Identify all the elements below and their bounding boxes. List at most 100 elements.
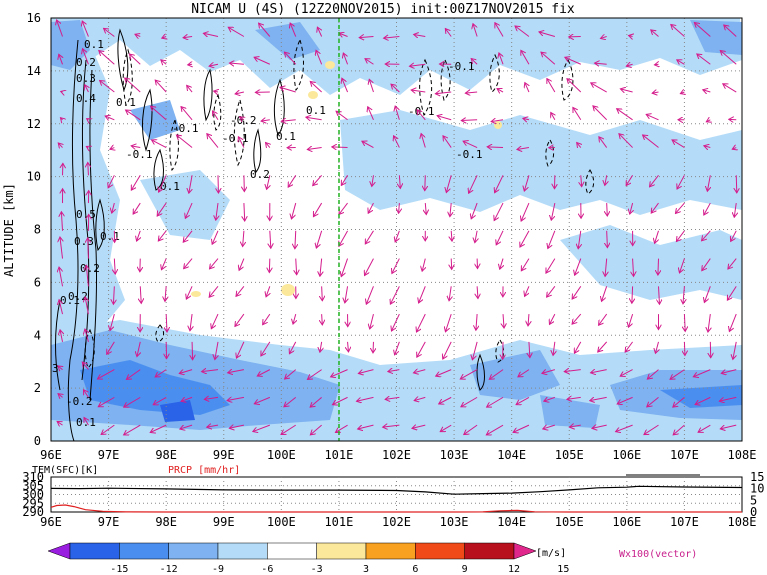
contour-label: 0.1 bbox=[160, 180, 180, 193]
wind-vector bbox=[243, 230, 244, 247]
wind-vector bbox=[517, 148, 530, 150]
y-tick-label: 2 bbox=[34, 381, 41, 395]
x-tick-label: 97E bbox=[98, 448, 120, 462]
wind-vector bbox=[86, 146, 88, 147]
wind-vector bbox=[307, 369, 322, 380]
colorbar-swatch bbox=[119, 542, 169, 560]
wind-vector bbox=[362, 141, 374, 148]
wind-vector bbox=[289, 341, 297, 354]
wind-vector bbox=[698, 424, 711, 432]
wind-vector bbox=[416, 313, 426, 332]
wind-vector bbox=[439, 396, 452, 404]
wind-vector bbox=[365, 230, 374, 244]
wind-vector bbox=[313, 202, 323, 217]
wind-vector bbox=[525, 286, 530, 296]
wind-vector bbox=[202, 370, 219, 372]
wind-vector bbox=[339, 202, 348, 214]
wind-vector bbox=[443, 136, 452, 148]
wind-vector bbox=[620, 369, 633, 377]
wind-vector bbox=[445, 313, 452, 332]
wind-vector bbox=[695, 396, 711, 404]
wind-vector bbox=[216, 202, 218, 220]
surface-right-tick: 10 bbox=[750, 482, 764, 496]
wind-vector bbox=[697, 54, 711, 65]
wind-vector bbox=[683, 286, 684, 304]
wind-vector bbox=[391, 313, 400, 331]
wind-vector bbox=[487, 147, 504, 148]
wind-vector bbox=[551, 113, 555, 121]
wind-vector bbox=[572, 313, 582, 324]
wind-vector bbox=[82, 21, 89, 37]
wind-vector bbox=[412, 425, 426, 428]
colorbar-swatch bbox=[464, 542, 515, 560]
wind-vector bbox=[58, 366, 63, 370]
wind-vector bbox=[651, 30, 659, 37]
surface-x-tick-label: 102E bbox=[382, 515, 411, 529]
wind-vector bbox=[176, 135, 193, 148]
wind-vector bbox=[359, 37, 374, 38]
wind-vector bbox=[85, 329, 89, 342]
colorbar-tick-label: -9 bbox=[212, 564, 224, 575]
wind-vector bbox=[213, 111, 219, 121]
wind-vector bbox=[626, 175, 634, 185]
wind-vector bbox=[97, 369, 115, 379]
wind-vector bbox=[553, 341, 555, 356]
wind-vector bbox=[183, 37, 193, 38]
wind-vector bbox=[228, 27, 245, 37]
wind-vector bbox=[341, 175, 348, 185]
wind-vector bbox=[617, 109, 633, 121]
colorbar-swatch bbox=[316, 542, 367, 560]
surface-x-tick-label: 105E bbox=[555, 515, 584, 529]
wind-vector bbox=[259, 23, 271, 37]
wind-vector bbox=[679, 258, 685, 273]
wind-vector bbox=[190, 314, 192, 331]
wind-vector bbox=[521, 50, 530, 65]
surface-left-label: TEM(SFC)[K] bbox=[32, 465, 98, 476]
wind-vector bbox=[460, 369, 478, 379]
wind-vector bbox=[704, 202, 711, 215]
wind-vector bbox=[414, 34, 426, 36]
wind-vector bbox=[633, 258, 634, 277]
temperature-line bbox=[50, 485, 743, 495]
wind-vector bbox=[228, 370, 244, 373]
y-tick-label: 10 bbox=[27, 170, 41, 184]
wind-vector bbox=[365, 59, 374, 65]
wind-vector bbox=[187, 85, 193, 93]
colorbar-swatch bbox=[415, 542, 465, 560]
wind-vector bbox=[476, 314, 477, 330]
wind-vector bbox=[647, 369, 659, 379]
wind-vector bbox=[549, 313, 556, 324]
wind-vector bbox=[734, 202, 736, 217]
wind-vector bbox=[180, 424, 193, 429]
wind-vector bbox=[57, 20, 63, 37]
x-tick-label: 100E bbox=[267, 448, 296, 462]
wind-vector bbox=[451, 230, 452, 241]
wind-vector bbox=[87, 119, 89, 120]
wind-vector bbox=[539, 32, 555, 37]
wind-vector bbox=[125, 78, 141, 93]
contour-label: -0.1 bbox=[456, 148, 483, 161]
wind-vector bbox=[365, 258, 374, 276]
wind-vector bbox=[295, 230, 296, 249]
wind-vector bbox=[207, 425, 219, 427]
plot-frame bbox=[50, 17, 743, 442]
wind-vector bbox=[100, 80, 115, 93]
wind-vector bbox=[503, 314, 504, 328]
wind-vector bbox=[336, 111, 348, 121]
wind-vector bbox=[395, 106, 400, 120]
wind-vector bbox=[673, 396, 685, 407]
surface-left-tick: 290 bbox=[22, 505, 44, 519]
wind-vector bbox=[310, 81, 322, 93]
wind-vector bbox=[564, 370, 581, 372]
wind-vector bbox=[317, 27, 321, 37]
wind-vector bbox=[186, 286, 193, 299]
wind-vector bbox=[150, 424, 167, 432]
wind-vector bbox=[339, 33, 348, 36]
wind-vector bbox=[153, 396, 167, 404]
wind-vector bbox=[280, 87, 296, 93]
wind-vector bbox=[184, 258, 193, 269]
wind-vector bbox=[477, 286, 478, 298]
wind-vector bbox=[239, 258, 245, 271]
colorbar-tick-label: -12 bbox=[160, 564, 178, 575]
